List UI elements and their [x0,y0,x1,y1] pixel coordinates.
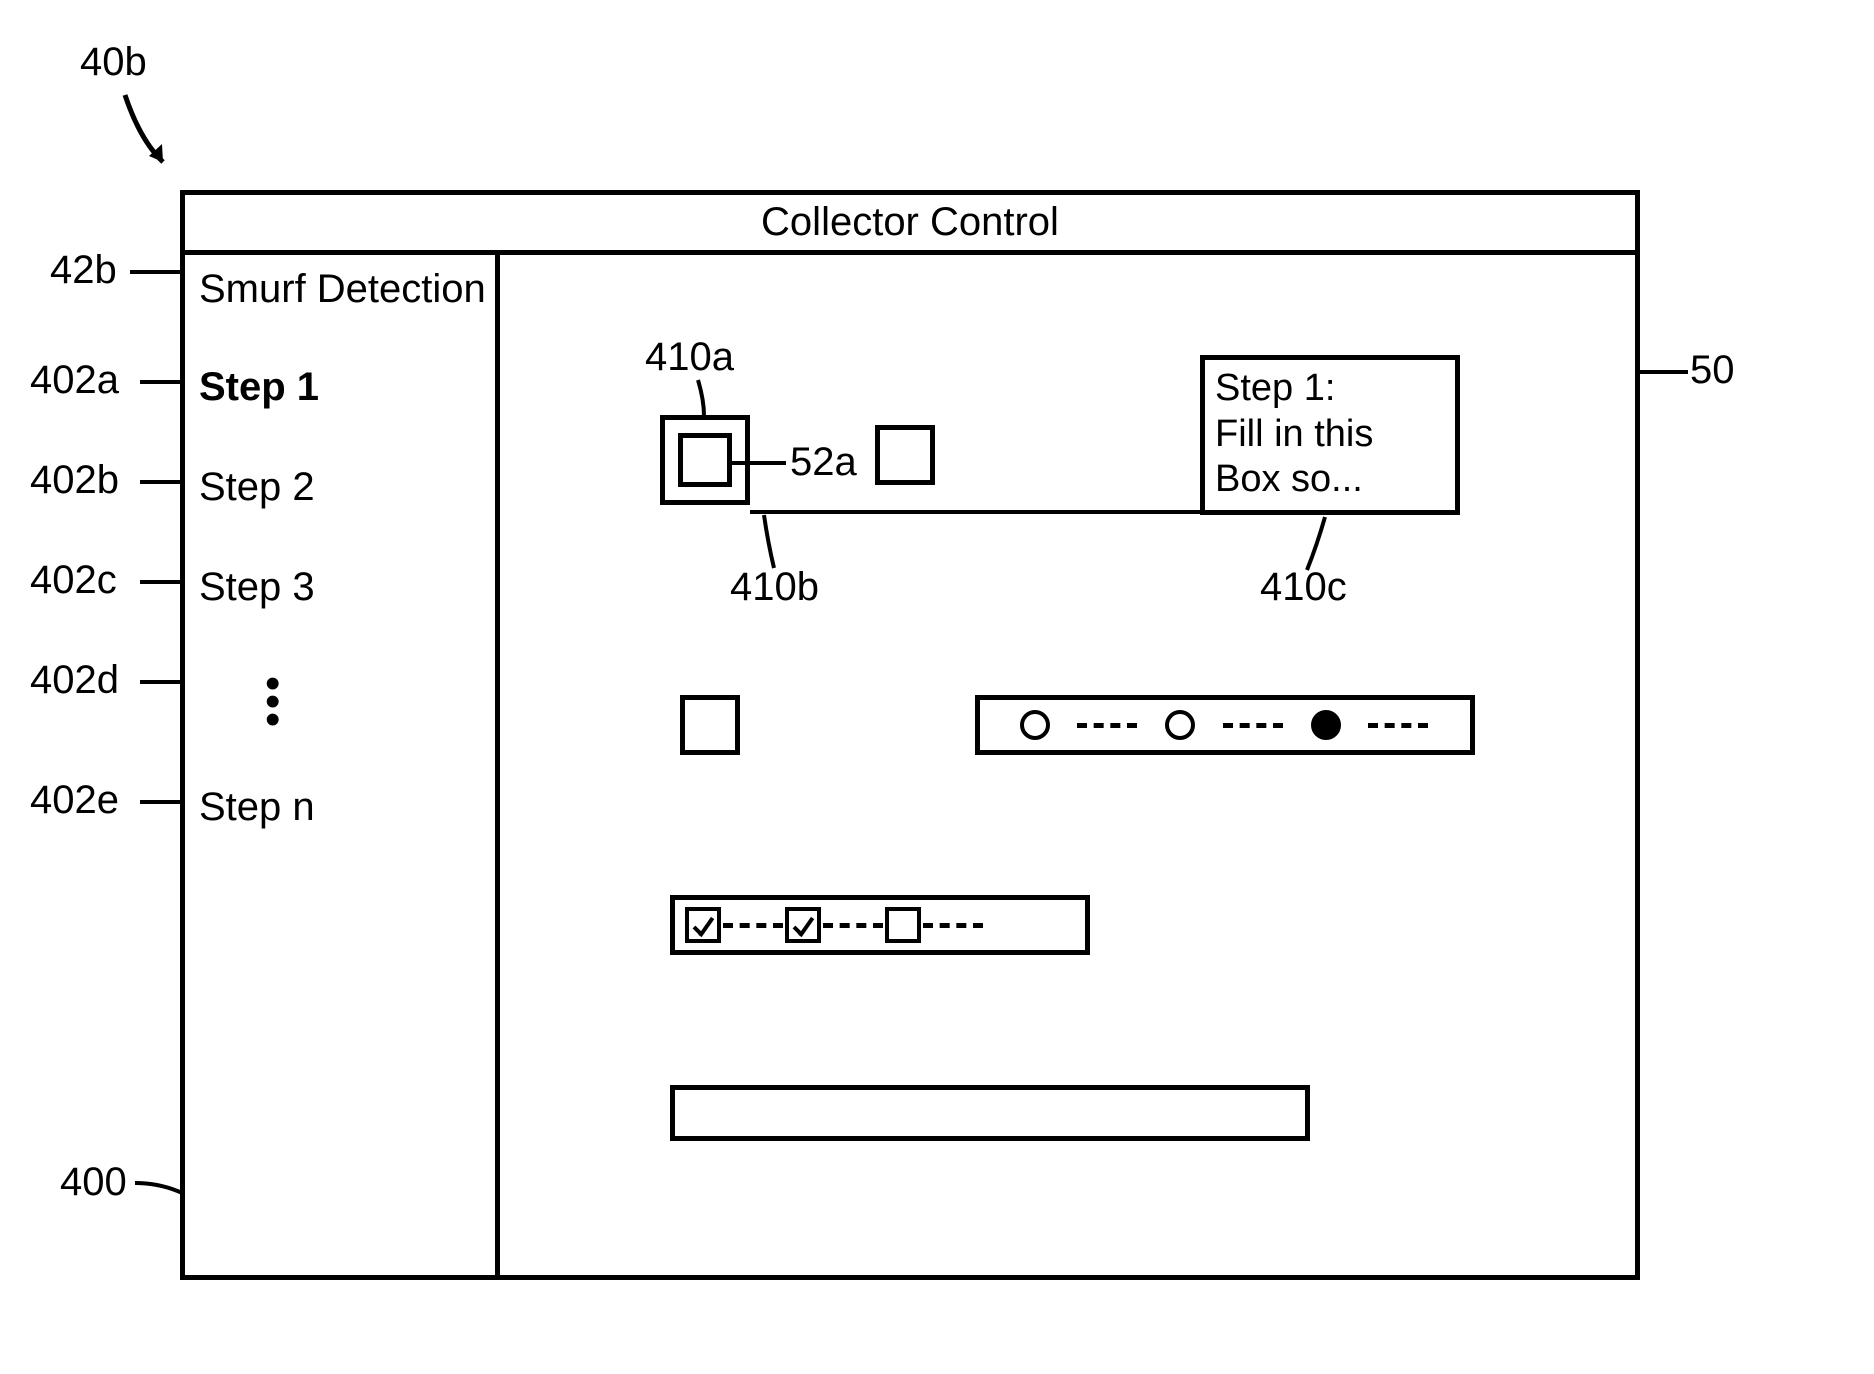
lead-402c [140,580,180,584]
lead-402a [140,380,180,384]
hint-line2: Fill in this [1215,412,1445,458]
ref-label-52a: 52a [790,440,857,485]
radio-sep-2 [1223,723,1283,728]
ref-arrow-40b [115,90,185,180]
text-input[interactable] [670,1085,1310,1141]
hint-line1: Step 1: [1215,366,1445,412]
main-panel: Step 1: Fill in this Box so... 410a 52a … [500,255,1635,1275]
checkbox-2[interactable] [785,907,821,943]
ref-label-402b: 402b [30,458,119,503]
field-box-3[interactable] [680,695,740,755]
step-sidebar: Smurf Detection Step 1 Step 2 Step 3 •••… [185,255,500,1275]
ref-label-410a: 410a [645,335,734,380]
field-box-2[interactable] [875,425,935,485]
patent-figure: 40b 42b 402a 402b 402c 402d 402e 400 50 … [0,0,1874,1374]
step-2[interactable]: Step 2 [199,465,315,510]
chk-sep-3 [923,923,983,928]
lead-402d [140,680,180,684]
hint-line3: Box so... [1215,457,1445,503]
sidebar-title: Smurf Detection [199,267,486,312]
ref-label-402c: 402c [30,558,117,603]
radio-sep-3 [1368,723,1428,728]
checkbox-3[interactable] [885,907,921,943]
lead-410a [690,380,720,420]
window-title: Collector Control [185,195,1635,255]
ref-label-402d: 402d [30,658,119,703]
radio-option-2[interactable] [1165,710,1195,740]
ref-label-400: 400 [60,1160,127,1205]
lead-42b [130,270,180,274]
radio-group[interactable] [975,695,1475,755]
ref-label-402e: 402e [30,778,119,823]
step-3[interactable]: Step 3 [199,565,315,610]
ref-label-402a: 402a [30,358,119,403]
chk-sep-1 [723,923,783,928]
chk-sep-2 [823,923,883,928]
ref-label-42b: 42b [50,248,117,293]
collector-control-window: Collector Control Smurf Detection Step 1… [180,190,1640,1280]
step-ellipsis: ••• [265,675,280,729]
lead-402b [140,480,180,484]
lead-50 [1640,370,1688,374]
lead-52a [732,461,786,465]
ref-label-410b: 410b [730,565,819,610]
highlighted-field-inner[interactable] [678,433,732,487]
ref-label-40b: 40b [80,40,147,85]
ref-label-50: 50 [1690,348,1735,393]
hint-connector-line [750,510,1200,514]
window-body: Smurf Detection Step 1 Step 2 Step 3 •••… [185,255,1635,1275]
step-1[interactable]: Step 1 [199,365,319,410]
lead-410b [760,513,790,568]
lead-402e [140,800,180,804]
step-n[interactable]: Step n [199,785,315,830]
ref-label-410c: 410c [1260,565,1347,610]
checkbox-group[interactable] [670,895,1090,955]
radio-sep-1 [1077,723,1137,728]
lead-410c [1295,515,1335,570]
hint-tooltip: Step 1: Fill in this Box so... [1200,355,1460,515]
radio-option-1[interactable] [1020,710,1050,740]
checkbox-1[interactable] [685,907,721,943]
window-title-text: Collector Control [761,200,1059,245]
radio-option-3[interactable] [1311,710,1341,740]
